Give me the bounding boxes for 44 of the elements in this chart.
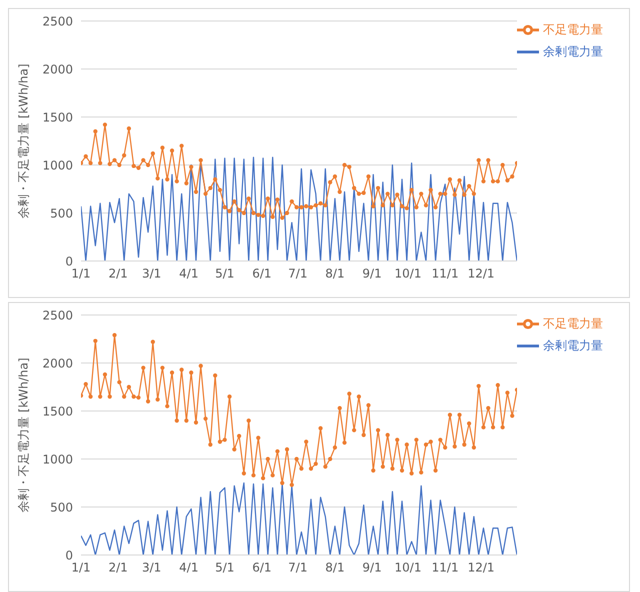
x-tick-label: 2/1 — [108, 560, 128, 575]
y-tick-label: 1500 — [42, 404, 73, 418]
y-tick-label: 500 — [50, 206, 73, 220]
x-tick-label: 3/1 — [142, 266, 162, 281]
y-tick-label: 0 — [65, 548, 73, 562]
x-tick-label: 9/1 — [362, 266, 382, 281]
x-tick-label: 10/1 — [394, 560, 422, 575]
x-tick-label: 6/1 — [252, 266, 272, 281]
y-tick-label: 2000 — [42, 62, 73, 76]
line-series — [81, 482, 517, 555]
y-tick-label: 1000 — [42, 158, 73, 172]
x-tick-label: 9/1 — [362, 560, 382, 575]
x-tick-label: 6/1 — [252, 560, 272, 575]
y-tick-label: 500 — [50, 500, 73, 514]
y-tick-label: 2500 — [42, 308, 73, 322]
x-tick-label: 10/1 — [394, 266, 422, 281]
line-series — [81, 156, 517, 261]
x-tick-label: 4/1 — [179, 266, 198, 281]
x-tick-label: 12/1 — [468, 560, 495, 575]
y-tick-label: 1000 — [42, 452, 73, 466]
x-tick-label: 11/1 — [432, 560, 459, 575]
x-tick-label: 4/1 — [179, 560, 198, 575]
legend-label: 余剰電力量 — [543, 44, 603, 58]
x-tick-label: 11/1 — [432, 266, 459, 281]
y-tick-label: 2000 — [42, 356, 73, 370]
x-tick-label: 7/1 — [288, 266, 308, 281]
x-tick-label: 12/1 — [468, 266, 495, 281]
y-tick-label: 1500 — [42, 110, 73, 124]
y-axis-title: 余剰・不足電力量 [kWh/ha] — [16, 64, 30, 218]
x-tick-label: 1/1 — [71, 560, 91, 575]
legend-label: 不足電力量 — [543, 316, 603, 330]
x-tick-label: 3/1 — [142, 560, 162, 575]
legend-label: 不足電力量 — [543, 22, 603, 36]
x-tick-label: 2/1 — [108, 266, 128, 281]
legend-label: 余剰電力量 — [543, 338, 603, 352]
x-tick-label: 5/1 — [215, 266, 234, 281]
y-tick-label: 0 — [65, 254, 73, 268]
x-tick-label: 1/1 — [71, 266, 91, 281]
x-tick-label: 8/1 — [325, 560, 345, 575]
x-tick-label: 7/1 — [288, 560, 308, 575]
y-axis-title: 余剰・不足電力量 [kWh/ha] — [16, 358, 30, 512]
y-tick-label: 2500 — [42, 14, 73, 28]
x-tick-label: 5/1 — [215, 560, 234, 575]
x-tick-label: 8/1 — [325, 266, 345, 281]
